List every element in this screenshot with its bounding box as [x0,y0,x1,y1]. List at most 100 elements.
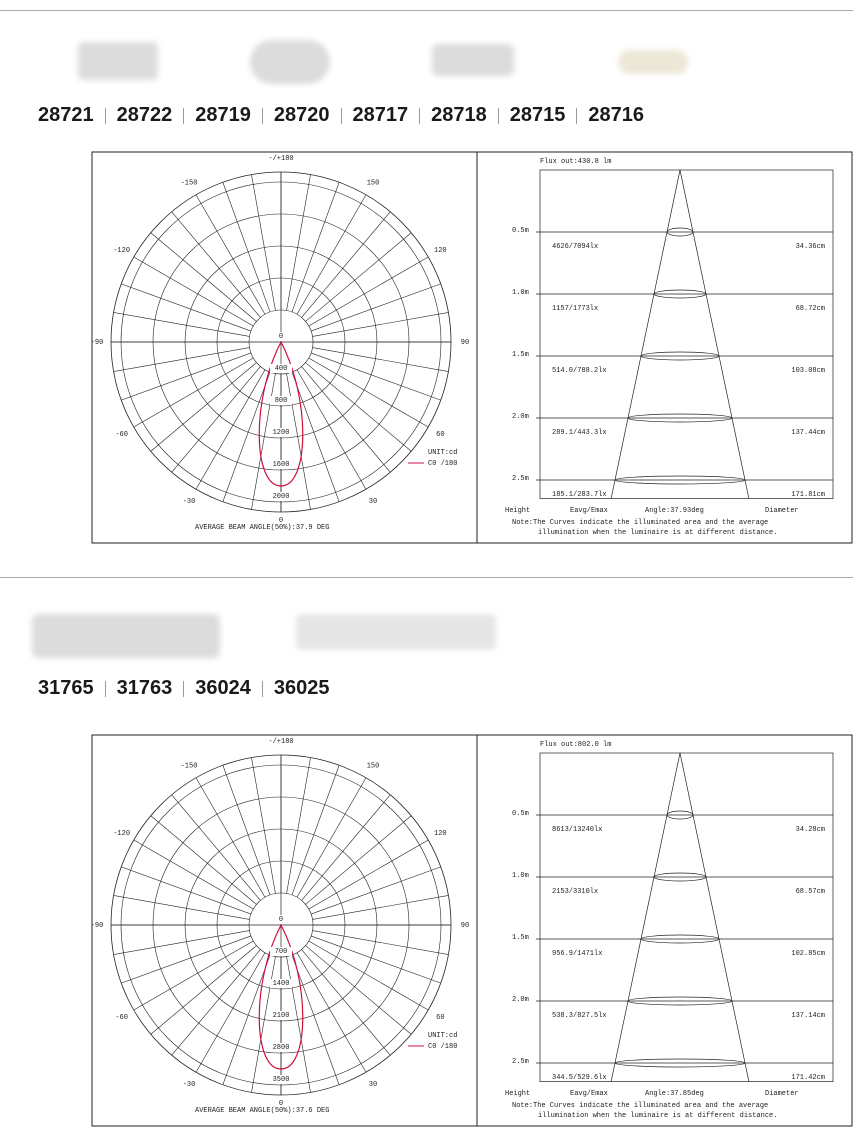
line [291,371,340,502]
line [121,935,252,984]
line [113,930,250,955]
line [133,839,254,910]
line [305,362,412,452]
diameter: 34.28cm [796,826,825,834]
line [171,366,261,473]
line [150,362,257,452]
label-bg [270,947,292,956]
line [610,169,681,499]
illuminance: 538.3/827.5lx [552,1012,607,1020]
separator [183,107,185,124]
product-code: 31763 [116,677,173,699]
angle-label: 30 [369,1081,377,1089]
product-code: 28717 [352,104,409,126]
separator [340,107,342,124]
frame [476,151,853,544]
radial-label: 800 [275,397,288,405]
cone-frame [539,169,834,499]
line [195,369,266,490]
product-code: 36024 [195,677,251,699]
note: Note:The Curves indicate the illuminated… [512,519,768,527]
line [301,211,391,318]
cone-header: Eavg/Emax [570,507,608,515]
radial-label: 3500 [273,1076,290,1084]
radial-label: 1400 [273,980,290,988]
line [121,352,252,401]
line [310,352,441,401]
line [312,895,449,920]
cone-ellipse [627,996,733,1006]
radial-label: 1200 [273,429,290,437]
separator [104,107,106,124]
cone-header: Eavg/Emax [570,1090,608,1098]
cone-ellipse [614,1058,746,1068]
height-label: 1.0m [512,289,529,297]
line [296,777,367,898]
illuminance: 1157/1773lx [552,305,598,313]
angle-label: -/+180 [268,155,293,163]
label-bg [270,1043,292,1052]
note: Note:The Curves indicate the illuminated… [512,1102,768,1110]
cone-ellipse [666,810,694,820]
line [312,347,449,372]
line [222,765,271,896]
line [195,777,266,898]
line [305,815,412,905]
angle-label: -150 [181,762,198,770]
line [312,930,449,955]
angle-label: 150 [367,762,380,770]
line [222,371,271,502]
line [291,954,340,1085]
line [113,312,250,337]
intensity-curve [258,341,304,487]
line [296,194,367,315]
line [113,895,250,920]
line [171,211,261,318]
intensity-curve [258,924,304,1070]
height-label: 2.0m [512,996,529,1004]
illuminance: 4626/7094lx [552,243,598,251]
illuminance: 2153/3310lx [552,888,598,896]
angle-label: -60 [115,1014,128,1022]
line [171,794,261,901]
separator [261,680,263,697]
line [121,866,252,915]
diameter: 34.36cm [796,243,825,251]
line [308,256,429,327]
cone-header: Height [505,1090,530,1098]
height-label: 2.5m [512,475,529,483]
flux: Flux out:802.0 lm [540,741,611,749]
angle-label: 0 [279,517,283,525]
height-label: 1.5m [512,934,529,942]
radial-label: 400 [275,365,288,373]
diameter: 171.81cm [791,491,825,499]
label-bg [270,460,292,469]
line [310,866,441,915]
angle-label: 60 [436,1014,444,1022]
product-image [32,614,220,658]
illuminance: 8613/13240lx [552,826,602,834]
diameter: 137.44cm [791,429,825,437]
product-image [250,40,330,84]
line [113,347,250,372]
label-bg [270,364,292,373]
flux: Flux out:430.8 lm [540,158,611,166]
cone-ellipse [653,872,707,882]
line [610,752,681,1082]
line [291,182,340,313]
angle-label: -150 [181,179,198,187]
line [301,794,391,901]
product-code: 28722 [116,104,173,126]
line [310,283,441,332]
product-code: 28716 [588,104,644,126]
separator [261,107,263,124]
product-code: 31765 [38,677,94,699]
frame [91,734,478,1127]
line [150,815,257,905]
legend-label: C0 /180 [428,460,457,468]
frame [476,734,853,1127]
line [150,945,257,1035]
line [222,182,271,313]
label-bg [270,428,292,437]
diameter: 68.72cm [796,305,825,313]
